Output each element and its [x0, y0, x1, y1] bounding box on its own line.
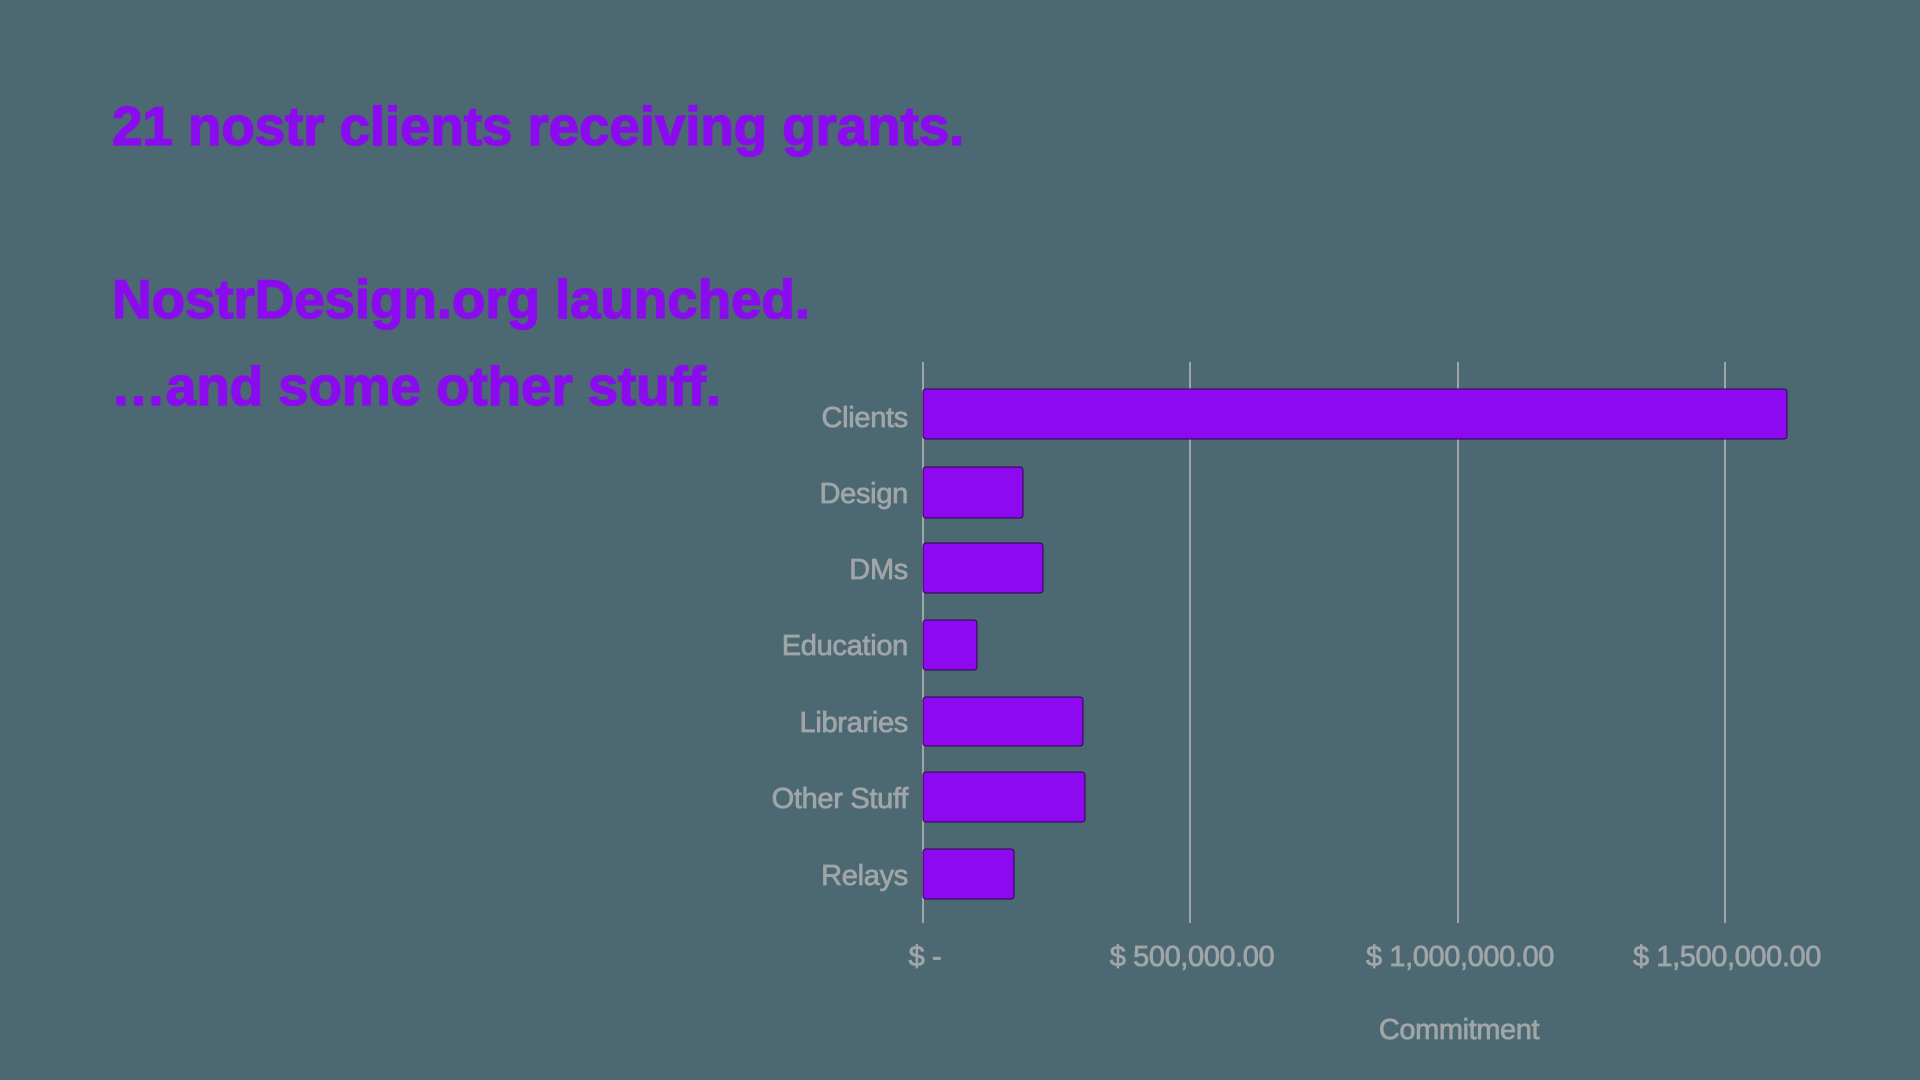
svg-text:$ 500,000.00: $ 500,000.00: [1110, 941, 1275, 973]
svg-text:Clients: Clients: [821, 402, 908, 434]
svg-text:Design: Design: [820, 478, 908, 510]
svg-text:$ 1,500,000.00: $ 1,500,000.00: [1633, 941, 1821, 973]
svg-text:Libraries: Libraries: [799, 707, 908, 739]
svg-text:Commitment: Commitment: [1379, 1014, 1540, 1046]
svg-text:$ -: $ -: [909, 941, 942, 973]
svg-text:$ 1,000,000.00: $ 1,000,000.00: [1366, 941, 1554, 973]
svg-text:Other Stuff: Other Stuff: [772, 783, 910, 815]
svg-text:Education: Education: [782, 630, 908, 662]
svg-text:DMs: DMs: [849, 554, 908, 586]
svg-text:Relays: Relays: [821, 860, 908, 892]
